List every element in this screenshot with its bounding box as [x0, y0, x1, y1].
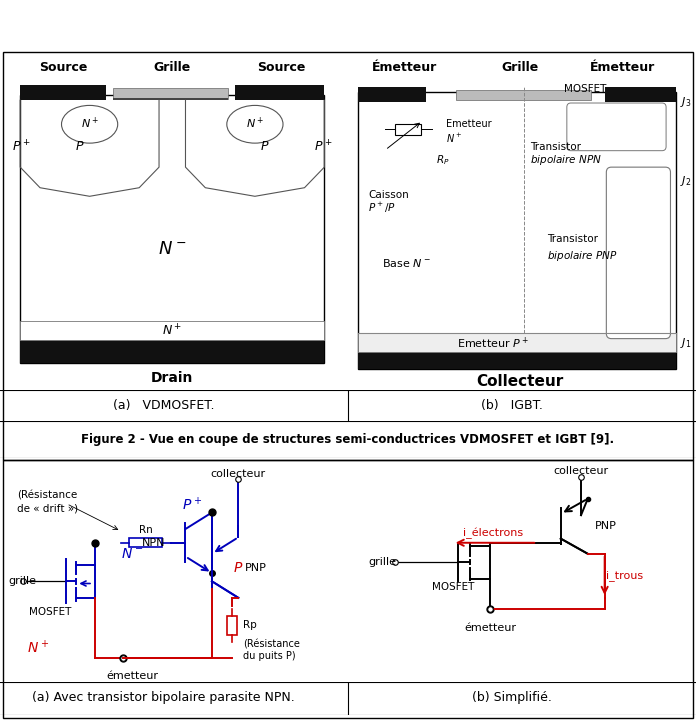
Text: Base $N^-$: Base $N^-$	[382, 257, 431, 269]
Text: collecteur: collecteur	[211, 469, 266, 479]
Text: $P$: $P$	[260, 140, 269, 153]
Bar	[358, 87, 426, 102]
Bar	[20, 85, 106, 100]
Bar	[113, 87, 228, 99]
Text: Emetteur $P^+$: Emetteur $P^+$	[457, 336, 529, 351]
Text: grille: grille	[368, 557, 396, 567]
Text: $N^+$: $N^+$	[446, 131, 462, 144]
Text: Grille: Grille	[502, 61, 539, 74]
Text: $N^+$: $N^+$	[246, 116, 264, 131]
Text: $P^+/P$: $P^+/P$	[368, 201, 396, 215]
Text: PNP: PNP	[594, 521, 617, 531]
Text: $P^+$: $P^+$	[12, 139, 31, 155]
Bar	[20, 340, 324, 362]
Text: i_électrons: i_électrons	[464, 528, 523, 539]
Bar	[20, 95, 324, 362]
Text: Collecteur: Collecteur	[477, 374, 564, 389]
Text: $J_2$: $J_2$	[679, 174, 691, 188]
Text: i_trous: i_trous	[606, 570, 644, 581]
Text: MOSFET: MOSFET	[432, 582, 474, 592]
Text: MOSFET: MOSFET	[29, 606, 71, 617]
Text: $P$: $P$	[75, 140, 84, 153]
Text: Source: Source	[39, 61, 88, 74]
Text: Rn: Rn	[139, 526, 152, 536]
Text: grille: grille	[8, 576, 37, 586]
Text: émetteur: émetteur	[464, 623, 516, 633]
Text: (Résistance
du puits P): (Résistance du puits P)	[244, 639, 300, 661]
Text: (b)   IGBT.: (b) IGBT.	[481, 399, 542, 412]
Text: Rp: Rp	[244, 620, 257, 630]
Text: émetteur: émetteur	[106, 671, 159, 682]
Text: $P$: $P$	[233, 560, 244, 575]
Bar	[20, 321, 324, 340]
Text: Emetteur: Emetteur	[446, 119, 491, 129]
Text: $P^+$: $P^+$	[182, 495, 203, 513]
Text: (b) Simplifié.: (b) Simplifié.	[472, 692, 551, 705]
Bar	[113, 98, 228, 100]
Text: Figure 2 - Vue en coupe de structures semi-conductrices VDMOSFET et IGBT [9].: Figure 2 - Vue en coupe de structures se…	[81, 433, 615, 446]
Text: Grille: Grille	[154, 61, 191, 74]
Bar	[235, 85, 324, 100]
Text: Émetteur: Émetteur	[590, 61, 655, 74]
FancyBboxPatch shape	[567, 103, 666, 151]
Text: $J_1$: $J_1$	[679, 336, 691, 350]
Text: $P^+$: $P^+$	[314, 139, 333, 155]
Text: Drain: Drain	[151, 371, 193, 385]
Bar	[358, 352, 676, 370]
Text: $J_3$: $J_3$	[679, 95, 691, 109]
Bar	[358, 92, 676, 370]
Bar	[605, 87, 676, 102]
Text: Caisson: Caisson	[368, 190, 409, 199]
Bar	[456, 90, 591, 100]
Text: PNP: PNP	[245, 562, 267, 573]
Text: $N^+$: $N^+$	[162, 323, 182, 339]
Text: (a)   VDMOSFET.: (a) VDMOSFET.	[113, 399, 214, 412]
Text: de « drift »): de « drift »)	[17, 503, 78, 513]
Text: Transistor: Transistor	[547, 234, 599, 244]
Text: Source: Source	[257, 61, 306, 74]
Text: MOSFET: MOSFET	[564, 84, 606, 94]
Bar	[227, 616, 237, 635]
Bar	[129, 539, 162, 547]
Text: $N^+$: $N^+$	[81, 116, 99, 131]
Text: $N^-$: $N^-$	[121, 547, 143, 561]
Text: Transistor: Transistor	[530, 142, 581, 152]
Text: bipolaire $NPN$: bipolaire $NPN$	[530, 153, 602, 168]
Text: collecteur: collecteur	[553, 466, 608, 477]
Text: $R_P$: $R_P$	[436, 153, 450, 168]
Ellipse shape	[227, 105, 283, 143]
Text: NPN: NPN	[142, 538, 166, 548]
Text: (Résistance: (Résistance	[17, 491, 77, 501]
FancyBboxPatch shape	[606, 168, 670, 339]
Text: $N^+$: $N^+$	[27, 639, 49, 656]
Text: $N^-$: $N^-$	[158, 240, 187, 258]
Text: bipolaire $PNP$: bipolaire $PNP$	[547, 249, 618, 264]
Text: Émetteur: Émetteur	[372, 61, 437, 74]
Ellipse shape	[61, 105, 118, 143]
Bar	[395, 123, 420, 134]
Text: (a) Avec transistor bipolaire parasite NPN.: (a) Avec transistor bipolaire parasite N…	[32, 692, 295, 705]
Bar	[358, 334, 676, 352]
